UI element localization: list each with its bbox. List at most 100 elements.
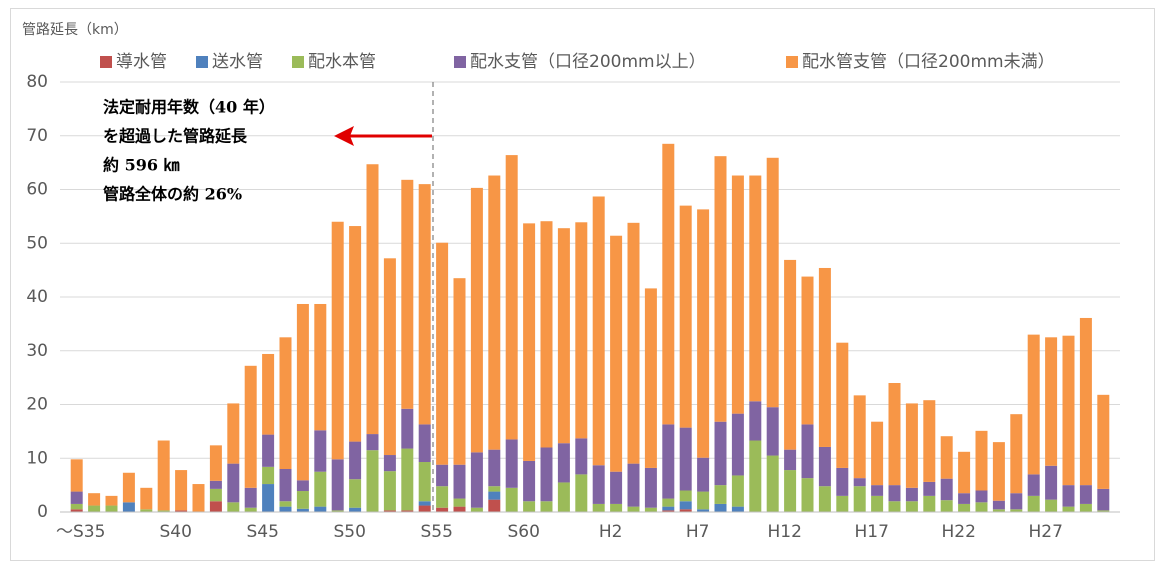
bar-segment [923, 400, 936, 482]
x-tick-label: H12 [767, 522, 801, 542]
bar-segment [958, 451, 971, 494]
bar-segment [227, 403, 240, 464]
bar-segment [836, 467, 849, 496]
frame [10, 8, 1155, 561]
bar-segment [209, 480, 222, 489]
bar-segment [488, 449, 501, 487]
bar-segment [1062, 506, 1075, 512]
bar-segment [349, 441, 362, 480]
bar-segment [1027, 474, 1040, 496]
bar-segment [679, 427, 692, 491]
bar-segment [366, 164, 379, 435]
bar-segment [818, 446, 831, 487]
bar-segment [540, 447, 553, 502]
bar-segment [418, 462, 431, 502]
bar-segment [331, 221, 344, 460]
bar-segment [505, 439, 518, 488]
bar-segment [766, 157, 779, 408]
bar-segment [296, 480, 309, 492]
bar-segment [453, 506, 466, 512]
legend-label: 導水管 [116, 52, 167, 72]
bar-segment [784, 259, 797, 450]
bar-segment [192, 484, 205, 512]
bar-segment [958, 493, 971, 504]
bar-segment [679, 501, 692, 510]
bar-segment [731, 506, 744, 512]
bar-segment [731, 175, 744, 414]
bar-segment [1097, 394, 1110, 489]
bar-segment [314, 506, 327, 512]
bar-segment [418, 424, 431, 463]
bar-segment [122, 472, 135, 503]
legend-swatch [292, 56, 304, 68]
bar-segment [871, 421, 884, 486]
bar-segment [575, 438, 588, 475]
bar-segment [749, 401, 762, 441]
legend-swatch [786, 56, 798, 68]
bar-segment [610, 471, 623, 504]
bar-segment [470, 187, 483, 453]
bar-segment [836, 495, 849, 512]
bar-segment [1062, 335, 1075, 486]
bar-segment [488, 175, 501, 450]
bar-segment [627, 463, 640, 507]
bar-segment [523, 460, 536, 502]
bar-segment [731, 413, 744, 476]
bar-segment [992, 500, 1005, 510]
bar-segment [940, 436, 953, 479]
x-tick-label: S55 [420, 522, 452, 542]
bar-segment [296, 508, 309, 512]
bar-segment [436, 242, 449, 465]
bar-segment [88, 505, 101, 512]
bar-segment [349, 479, 362, 508]
bar-segment [314, 303, 327, 431]
bar-segment [175, 470, 188, 511]
bar-segment [453, 278, 466, 465]
bar-segment [662, 510, 675, 512]
bar-segment [627, 506, 640, 512]
bar-segment [88, 493, 101, 506]
bar-segment [905, 501, 918, 512]
bar-segment [279, 469, 292, 502]
bar-segment [697, 509, 710, 512]
bar-segment [279, 501, 292, 507]
y-tick-label: 70 [26, 126, 48, 146]
x-tick-label: H2 [599, 522, 623, 542]
bar-segment [262, 466, 275, 485]
bar-segment [766, 455, 779, 512]
bar-segment [644, 288, 657, 468]
bar-segment [1045, 465, 1058, 500]
bar-segment [453, 498, 466, 507]
bar-segment [366, 450, 379, 512]
bar-segment [697, 209, 710, 458]
bar-segment [157, 510, 170, 512]
bar-segment [436, 464, 449, 487]
bar-segment [436, 486, 449, 508]
bar-segment [662, 506, 675, 511]
bar-segment [888, 485, 901, 502]
bar-segment [314, 471, 327, 507]
bar-segment [975, 430, 988, 491]
bar-segment [470, 507, 483, 512]
bar-segment [105, 505, 118, 512]
bar-segment [418, 501, 431, 506]
bar-segment [244, 365, 257, 488]
bar-segment [592, 196, 605, 466]
bar-segment [227, 463, 240, 503]
bar-segment [523, 223, 536, 461]
y-tick-label: 30 [26, 341, 48, 361]
bar-segment [714, 421, 727, 486]
bar-segment [488, 491, 501, 500]
bar-segment [627, 222, 640, 464]
bar-segment [644, 507, 657, 512]
bar-segment [488, 499, 501, 512]
bar-segment [418, 184, 431, 425]
bar-segment [296, 303, 309, 481]
bar-segment [505, 487, 518, 512]
bar-segment [975, 502, 988, 512]
bar-segment [853, 478, 866, 487]
legend-label: 配水管支管（口径200mm未満） [802, 52, 1055, 72]
bar-segment [383, 455, 396, 472]
bar-segment [105, 495, 118, 506]
